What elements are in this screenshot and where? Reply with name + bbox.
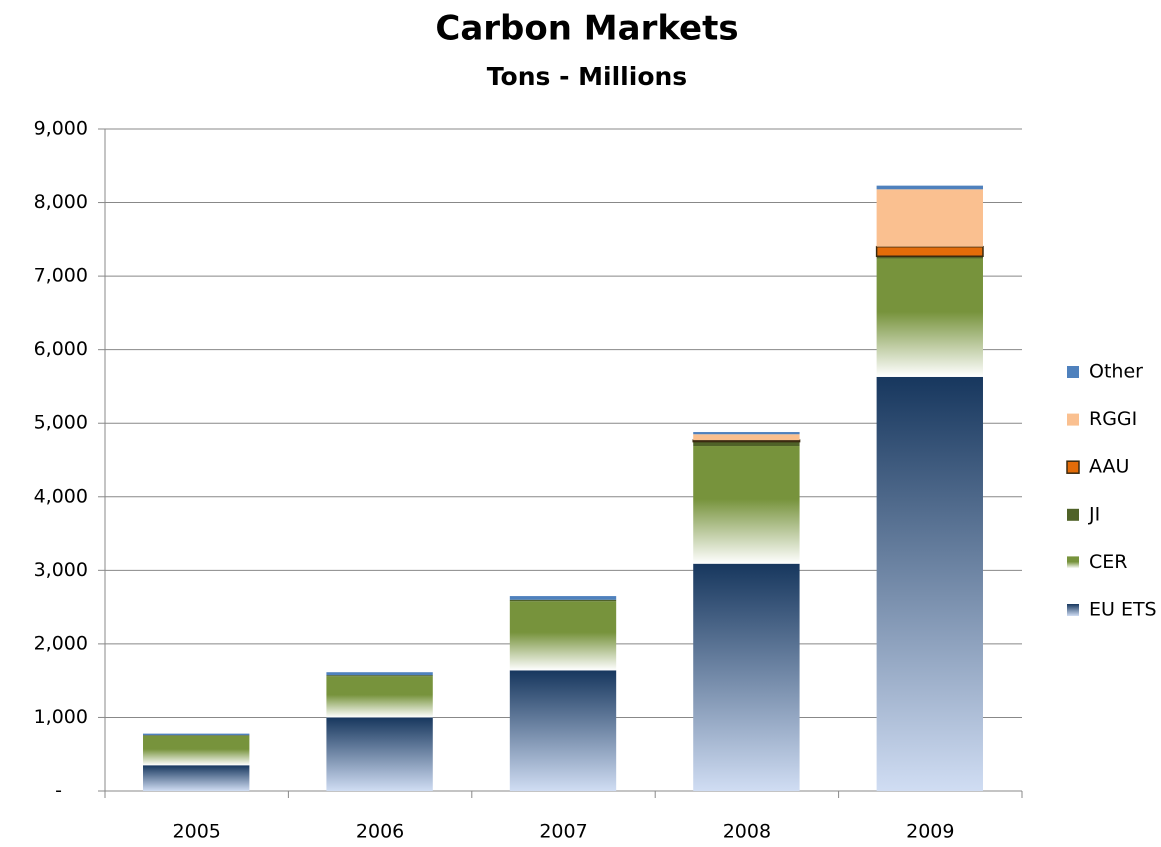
legend-swatch [1067, 508, 1079, 521]
chart-subtitle: Tons - Millions [487, 62, 687, 91]
bar-segment [143, 765, 250, 791]
bar-segment [693, 563, 800, 791]
y-tick-label: 8,000 [34, 191, 88, 213]
bar-segment [509, 601, 617, 671]
x-tick-label: 2008 [723, 821, 771, 843]
bar-segment [876, 256, 983, 259]
x-tick-label: 2005 [173, 821, 221, 843]
legend-swatch [1067, 556, 1079, 569]
y-tick-label: 2,000 [34, 632, 88, 654]
chart-title: Carbon Markets [435, 9, 738, 49]
bar-segment [693, 441, 800, 447]
bar-segment [693, 434, 800, 441]
bar-segment [876, 258, 983, 377]
bar-segment [143, 733, 250, 736]
y-tick-label: - [55, 780, 62, 802]
bar-segment [326, 675, 433, 677]
legend-swatch [1067, 604, 1079, 616]
x-tick-label: 2006 [356, 821, 404, 843]
x-tick-label: 2007 [539, 821, 587, 843]
bar-segment [326, 717, 433, 791]
y-tick-label: 7,000 [34, 265, 88, 287]
legend-label: RGGI [1089, 408, 1137, 430]
bar-segment [875, 245, 984, 258]
legend-label: JI [1088, 503, 1100, 525]
y-tick-label: 4,000 [34, 485, 88, 507]
bar-segment [876, 376, 983, 791]
bar-segment [326, 672, 433, 676]
legend-label: EU ETS [1089, 599, 1157, 621]
y-tick-label: 9,000 [34, 118, 88, 140]
y-tick-label: 3,000 [34, 559, 88, 581]
legend-swatch [1067, 413, 1079, 426]
bar-segment [693, 432, 800, 435]
bar-segment [509, 596, 617, 600]
bar-segment [143, 735, 250, 736]
bar-segment [876, 189, 983, 247]
y-tick-label: 6,000 [34, 338, 88, 360]
legend-label: CER [1089, 551, 1127, 573]
legend-label: AAU [1089, 456, 1129, 478]
y-tick-label: 5,000 [34, 412, 88, 434]
bar-segment [692, 439, 801, 443]
bar-segment [143, 735, 250, 766]
bar-segment [509, 599, 617, 602]
y-tick-label: 1,000 [34, 706, 88, 728]
legend-swatch [1067, 366, 1079, 378]
bar-segment [876, 185, 983, 190]
legend-label: Other [1089, 361, 1143, 383]
bar-segment [326, 676, 433, 718]
x-tick-label: 2009 [906, 821, 954, 843]
bar-segment [509, 670, 617, 791]
legend-swatch [1066, 460, 1080, 474]
bar-segment [693, 446, 800, 564]
